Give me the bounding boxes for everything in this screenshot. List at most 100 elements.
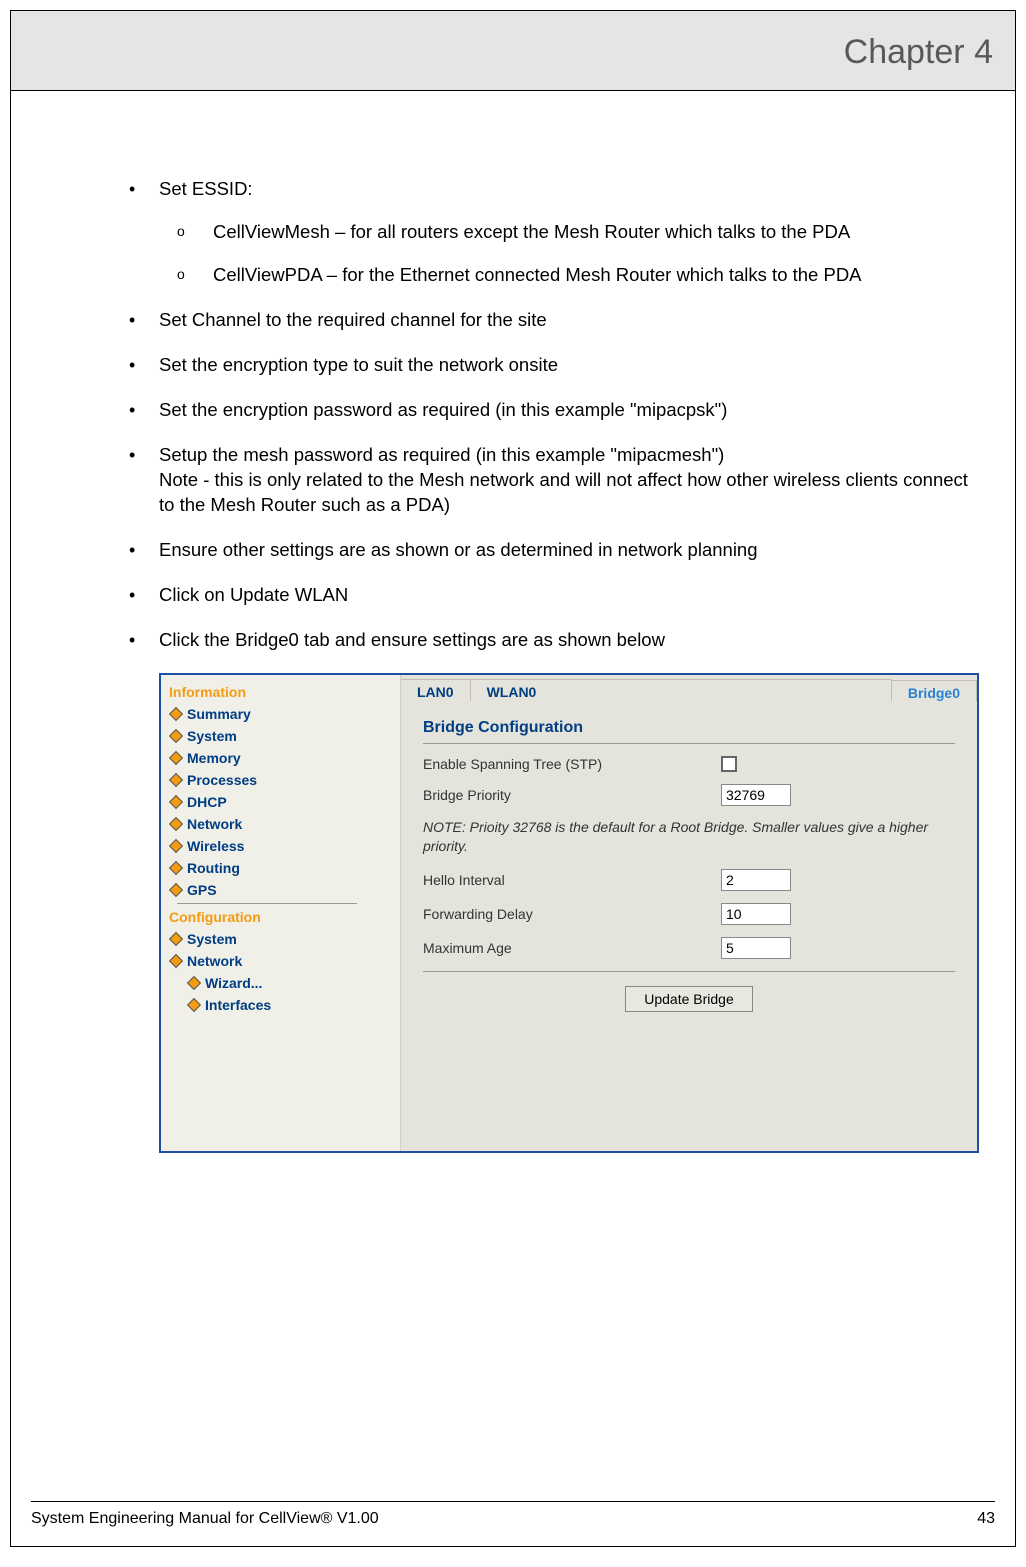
item-text: Set the encryption type to suit the netw… (159, 354, 558, 375)
sidebar-item-config-system[interactable]: System (167, 928, 392, 950)
stp-checkbox[interactable] (721, 756, 737, 772)
sidebar-item-label: Routing (187, 860, 240, 876)
list-item: Click on Update WLAN (123, 583, 979, 608)
panel-title: Bridge Configuration (423, 719, 955, 744)
page-header: Chapter 4 (11, 11, 1015, 91)
update-button-row: Update Bridge (423, 986, 955, 1012)
hello-label: Hello Interval (423, 872, 713, 888)
sidebar-item-label: GPS (187, 882, 217, 898)
panel-divider (423, 971, 955, 972)
sub-list: o CellViewMesh – for all routers except … (159, 220, 979, 288)
main-pane: LAN0 WLAN0 Bridge0 Bridge Configuration … (401, 675, 977, 1151)
chapter-title: Chapter 4 (844, 33, 993, 72)
list-item: Ensure other settings are as shown or as… (123, 538, 979, 563)
sidebar-item-summary[interactable]: Summary (167, 703, 392, 725)
row-forwarding-delay: Forwarding Delay (423, 903, 955, 925)
router-ui-screenshot: Information Summary System Memory Proces… (159, 673, 979, 1153)
list-item: Set the encryption password as required … (123, 398, 979, 423)
item-text: Setup the mesh password as required (in … (159, 444, 968, 515)
sidebar-item-config-network[interactable]: Network (167, 950, 392, 972)
bullet-icon (169, 751, 183, 765)
item-text: Set ESSID: (159, 178, 253, 199)
tab-bridge0[interactable]: Bridge0 (892, 680, 977, 702)
content-body: Set ESSID: o CellViewMesh – for all rout… (11, 91, 1015, 1153)
sidebar-item-wizard[interactable]: Wizard... (167, 972, 392, 994)
fwd-input[interactable] (721, 903, 791, 925)
stp-label: Enable Spanning Tree (STP) (423, 756, 713, 772)
bullet-icon (169, 729, 183, 743)
fwd-label: Forwarding Delay (423, 906, 713, 922)
sidebar-item-label: Wireless (187, 838, 244, 854)
sidebar-item-wireless[interactable]: Wireless (167, 835, 392, 857)
maxage-input[interactable] (721, 937, 791, 959)
sidebar-divider (177, 903, 357, 904)
row-enable-stp: Enable Spanning Tree (STP) (423, 756, 955, 772)
sub-item-text: CellViewPDA – for the Ethernet connected… (213, 264, 862, 285)
sidebar-item-network[interactable]: Network (167, 813, 392, 835)
sidebar-item-label: Interfaces (205, 997, 271, 1013)
bullet-icon (169, 954, 183, 968)
sidebar-item-routing[interactable]: Routing (167, 857, 392, 879)
item-text: Click the Bridge0 tab and ensure setting… (159, 629, 665, 650)
list-item: Click the Bridge0 tab and ensure setting… (123, 628, 979, 653)
sidebar-item-label: Wizard... (205, 975, 262, 991)
bullet-icon (169, 839, 183, 853)
sidebar-item-label: Network (187, 953, 242, 969)
list-item: Setup the mesh password as required (in … (123, 443, 979, 518)
row-maximum-age: Maximum Age (423, 937, 955, 959)
bullet-icon (169, 817, 183, 831)
priority-input[interactable] (721, 784, 791, 806)
sidebar: Information Summary System Memory Proces… (161, 675, 401, 1151)
bullet-icon (169, 932, 183, 946)
bullet-icon (169, 861, 183, 875)
page-frame: Chapter 4 Set ESSID: o CellViewMesh – fo… (10, 10, 1016, 1547)
list-item: Set the encryption type to suit the netw… (123, 353, 979, 378)
sidebar-item-label: Memory (187, 750, 241, 766)
sidebar-section-information: Information (167, 681, 392, 703)
sidebar-item-label: System (187, 931, 237, 947)
item-text: Set the encryption password as required … (159, 399, 727, 420)
sidebar-item-processes[interactable]: Processes (167, 769, 392, 791)
row-bridge-priority: Bridge Priority (423, 784, 955, 806)
tab-row: LAN0 WLAN0 Bridge0 (401, 675, 977, 701)
priority-note: NOTE: Prioity 32768 is the default for a… (423, 818, 955, 856)
sidebar-item-label: System (187, 728, 237, 744)
footer-left: System Engineering Manual for CellView® … (31, 1510, 379, 1528)
footer-page-number: 43 (977, 1510, 995, 1528)
instruction-list: Set ESSID: o CellViewMesh – for all rout… (123, 177, 979, 653)
update-bridge-button[interactable]: Update Bridge (625, 986, 753, 1012)
list-item: Set ESSID: o CellViewMesh – for all rout… (123, 177, 979, 288)
page-footer: System Engineering Manual for CellView® … (31, 1501, 995, 1528)
bullet-icon (169, 707, 183, 721)
sidebar-item-label: Processes (187, 772, 257, 788)
item-text: Click on Update WLAN (159, 584, 348, 605)
row-hello-interval: Hello Interval (423, 869, 955, 891)
bullet-icon (187, 998, 201, 1012)
bullet-icon (169, 883, 183, 897)
sidebar-item-label: DHCP (187, 794, 227, 810)
sidebar-section-configuration: Configuration (167, 906, 392, 928)
maxage-label: Maximum Age (423, 940, 713, 956)
hello-input[interactable] (721, 869, 791, 891)
sub-list-item: o CellViewMesh – for all routers except … (159, 220, 979, 245)
bullet-icon (169, 773, 183, 787)
sidebar-item-system[interactable]: System (167, 725, 392, 747)
tab-lan0[interactable]: LAN0 (401, 679, 471, 701)
sidebar-item-memory[interactable]: Memory (167, 747, 392, 769)
priority-label: Bridge Priority (423, 787, 713, 803)
bullet-icon (187, 976, 201, 990)
sidebar-item-label: Network (187, 816, 242, 832)
sidebar-item-label: Summary (187, 706, 251, 722)
sub-item-text: CellViewMesh – for all routers except th… (213, 221, 850, 242)
sidebar-item-dhcp[interactable]: DHCP (167, 791, 392, 813)
sub-marker: o (177, 265, 185, 284)
tab-wlan0[interactable]: WLAN0 (471, 679, 892, 701)
list-item: Set Channel to the required channel for … (123, 308, 979, 333)
bridge-config-panel: Bridge Configuration Enable Spanning Tre… (401, 701, 977, 1031)
bullet-icon (169, 795, 183, 809)
sub-marker: o (177, 222, 185, 241)
item-text: Ensure other settings are as shown or as… (159, 539, 758, 560)
item-text: Set Channel to the required channel for … (159, 309, 547, 330)
sidebar-item-gps[interactable]: GPS (167, 879, 392, 901)
sidebar-item-interfaces[interactable]: Interfaces (167, 994, 392, 1016)
